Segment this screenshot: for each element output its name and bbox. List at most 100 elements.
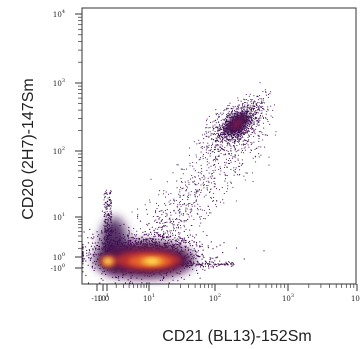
data-point: [172, 279, 174, 281]
data-point: [243, 101, 246, 103]
data-point: [157, 232, 159, 234]
data-point: [166, 181, 168, 183]
data-point: [195, 253, 197, 255]
data-point: [205, 194, 207, 196]
data-point: [173, 202, 175, 204]
y-tick-label: 103: [53, 78, 65, 88]
data-point: [227, 264, 229, 266]
data-point: [248, 95, 250, 97]
data-point: [251, 122, 253, 124]
data-point: [245, 106, 247, 108]
data-point: [186, 213, 188, 215]
data-point: [212, 129, 214, 131]
data-point: [177, 238, 179, 240]
data-point: [252, 103, 254, 105]
data-point: [185, 168, 188, 170]
data-point: [221, 187, 223, 189]
data-point: [185, 241, 187, 243]
data-point: [183, 220, 185, 222]
data-point: [110, 200, 112, 202]
data-point: [208, 136, 210, 138]
data-point: [226, 138, 228, 140]
data-point: [229, 102, 231, 104]
data-point: [234, 105, 236, 107]
data-point: [257, 120, 259, 122]
data-point: [220, 140, 222, 142]
data-point: [175, 240, 177, 242]
data-point: [213, 181, 215, 183]
data-point: [228, 162, 230, 165]
data-point: [245, 111, 247, 113]
data-point: [266, 134, 269, 136]
data-point: [206, 189, 209, 191]
data-point: [214, 139, 216, 142]
data-point: [94, 242, 96, 244]
data-point: [106, 203, 109, 206]
data-point: [242, 143, 244, 145]
data-point: [85, 246, 87, 248]
data-point: [233, 139, 235, 141]
data-point: [141, 282, 143, 284]
x-tick-label: 101: [97, 293, 109, 303]
data-point: [188, 154, 191, 156]
data-point: [202, 255, 204, 257]
data-point: [194, 249, 196, 252]
data-point: [197, 262, 199, 264]
data-point: [226, 188, 229, 190]
data-point: [230, 145, 232, 147]
data-point: [170, 220, 172, 223]
data-point: [172, 243, 174, 245]
data-point: [87, 282, 90, 284]
data-point: [233, 145, 235, 147]
data-point: [218, 114, 220, 116]
data-point: [163, 225, 165, 227]
data-point: [252, 118, 254, 120]
data-point: [250, 98, 252, 100]
data-point: [194, 196, 196, 198]
data-point: [195, 189, 197, 191]
data-point: [246, 106, 248, 108]
data-point: [86, 249, 88, 252]
data-point: [88, 252, 90, 254]
data-point: [229, 140, 231, 142]
data-point: [178, 193, 180, 195]
data-point: [246, 125, 249, 127]
data-point: [185, 189, 187, 192]
data-point: [248, 110, 250, 112]
data-point: [109, 204, 111, 206]
data-point: [206, 234, 208, 237]
data-point: [178, 222, 180, 224]
data-point: [148, 199, 150, 201]
data-point: [236, 135, 238, 137]
data-point: [140, 240, 143, 242]
data-point: [251, 124, 253, 127]
data-point: [232, 141, 234, 144]
data-point: [228, 138, 230, 140]
data-point: [210, 144, 212, 147]
data-point: [208, 127, 210, 129]
data-point: [234, 170, 236, 173]
data-point: [196, 190, 198, 192]
data-point: [212, 267, 214, 269]
data-point: [213, 183, 215, 185]
data-point: [200, 173, 202, 175]
data-point: [155, 238, 157, 240]
data-point: [221, 142, 224, 144]
data-point: [212, 248, 214, 250]
data-point: [251, 128, 253, 130]
data-point: [210, 241, 212, 243]
data-point: [187, 247, 189, 249]
data-point: [226, 190, 228, 193]
data-point: [185, 228, 187, 230]
data-point: [218, 144, 220, 146]
data-point: [214, 169, 216, 171]
data-point: [225, 158, 227, 160]
data-point: [220, 144, 222, 146]
data-point: [166, 225, 168, 227]
data-point: [127, 279, 129, 281]
data-point: [259, 120, 261, 122]
data-point: [233, 169, 235, 171]
data-point: [236, 145, 238, 147]
data-point: [252, 124, 254, 126]
data-point: [227, 108, 229, 110]
